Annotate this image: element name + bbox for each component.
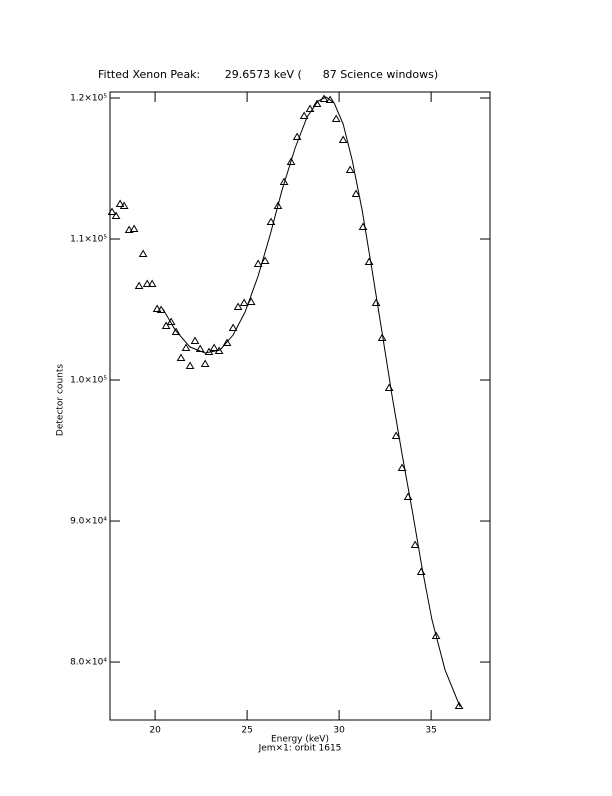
data-point — [312, 99, 322, 107]
data-point — [119, 201, 129, 210]
data-point — [111, 211, 121, 220]
data-point — [266, 217, 276, 225]
data-point — [253, 259, 263, 268]
plot-frame — [109, 91, 491, 721]
data-point — [161, 321, 171, 330]
data-point — [147, 279, 157, 288]
data-point — [391, 431, 401, 440]
data-point — [107, 207, 117, 216]
data-point — [181, 343, 191, 352]
chart-title: Fitted Xenon Peak: 29.6573 keV ( 87 Scie… — [98, 68, 438, 81]
data-point — [397, 463, 407, 472]
data-point — [142, 279, 152, 288]
x-axis-label: Energy (keV) — [271, 735, 329, 745]
data-point — [166, 317, 176, 326]
data-point — [233, 302, 243, 311]
data-point — [384, 383, 394, 392]
data-point — [200, 359, 210, 368]
data-point — [129, 224, 139, 233]
data-point — [292, 132, 302, 140]
data-point — [260, 256, 270, 265]
data-point — [286, 157, 296, 165]
data-point — [152, 304, 162, 313]
data-point — [185, 361, 195, 370]
data-point — [325, 95, 335, 103]
data-point — [345, 165, 355, 173]
y-tick-label: 8.0×10⁴ — [70, 658, 107, 668]
data-point — [134, 281, 144, 290]
data-point — [138, 249, 148, 258]
y-axis-label: Detector counts — [56, 364, 66, 436]
y-tick-label: 9.0×10⁴ — [70, 517, 107, 527]
data-point — [410, 540, 420, 549]
data-point — [239, 298, 249, 307]
y-tick-label: 1.2×10⁵ — [70, 93, 107, 103]
data-point — [431, 631, 441, 640]
data-point — [338, 135, 348, 144]
data-point — [351, 189, 361, 198]
data-point — [171, 327, 181, 336]
data-point — [331, 114, 341, 122]
subtitle: Jem×1: orbit 1615 — [258, 744, 342, 754]
x-tick-label: 35 — [425, 726, 436, 736]
data-point — [377, 333, 387, 342]
x-tick-label: 25 — [241, 726, 252, 736]
data-point — [176, 353, 186, 362]
y-tick-label: 1.1×10⁵ — [70, 235, 107, 245]
data-point — [305, 104, 315, 112]
x-tick-label: 30 — [333, 726, 345, 736]
data-point — [299, 111, 309, 119]
data-point — [222, 338, 232, 347]
data-point — [115, 199, 125, 208]
data-point — [209, 343, 219, 352]
data-point — [190, 336, 200, 345]
data-point — [228, 323, 238, 332]
data-point — [124, 225, 134, 234]
fit-line — [162, 96, 461, 708]
data-point — [454, 701, 464, 710]
data-point — [273, 201, 283, 210]
y-tick-label: 1.0×10⁵ — [70, 376, 107, 386]
data-point — [371, 298, 381, 307]
x-tick-label: 20 — [149, 726, 161, 736]
data-point — [364, 257, 374, 266]
